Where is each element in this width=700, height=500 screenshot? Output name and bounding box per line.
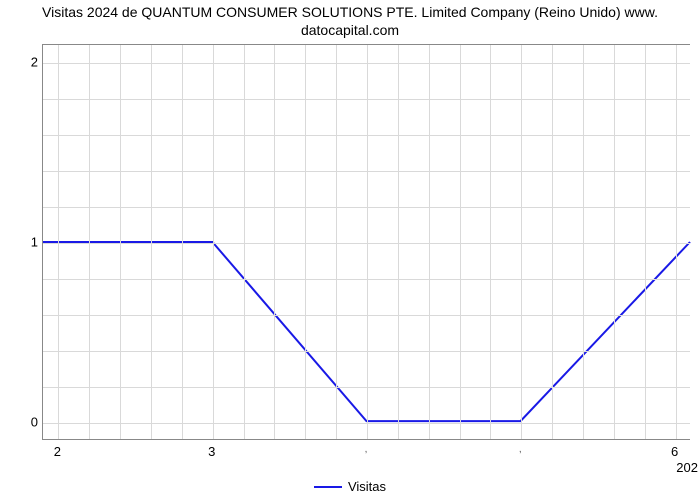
gridline-horizontal (43, 171, 690, 172)
gridline-vertical (89, 45, 90, 439)
x-tick-label: 2 (54, 444, 61, 459)
gridline-vertical (614, 45, 615, 439)
gridline-horizontal (43, 135, 690, 136)
x-tick-label: 6 (671, 444, 678, 459)
gridline-horizontal (43, 63, 690, 64)
gridline-vertical (274, 45, 275, 439)
y-tick-label: 0 (22, 415, 38, 430)
x-tick-label: 3 (208, 444, 215, 459)
gridline-vertical (336, 45, 337, 439)
y-tick-label: 2 (22, 55, 38, 70)
plot-area (42, 44, 690, 440)
y-tick-label: 1 (22, 235, 38, 250)
x-minor-tick: , (365, 444, 368, 455)
gridline-vertical (367, 45, 368, 439)
legend-swatch (314, 486, 342, 488)
gridline-vertical (398, 45, 399, 439)
gridline-vertical (645, 45, 646, 439)
gridline-vertical (552, 45, 553, 439)
gridline-vertical (244, 45, 245, 439)
gridline-horizontal (43, 279, 690, 280)
legend-label: Visitas (348, 479, 386, 494)
gridline-horizontal (43, 243, 690, 244)
gridline-vertical (182, 45, 183, 439)
gridline-horizontal (43, 387, 690, 388)
gridline-vertical (58, 45, 59, 439)
gridline-vertical (521, 45, 522, 439)
gridline-vertical (429, 45, 430, 439)
gridline-vertical (151, 45, 152, 439)
gridline-horizontal (43, 99, 690, 100)
chart-title: Visitas 2024 de QUANTUM CONSUMER SOLUTIO… (0, 4, 700, 39)
gridline-vertical (120, 45, 121, 439)
x-sublabel-right: 202 (676, 460, 698, 475)
chart-container: Visitas 2024 de QUANTUM CONSUMER SOLUTIO… (0, 0, 700, 500)
gridline-horizontal (43, 351, 690, 352)
gridline-vertical (213, 45, 214, 439)
gridline-horizontal (43, 207, 690, 208)
gridline-horizontal (43, 315, 690, 316)
x-minor-tick: , (519, 444, 522, 455)
legend: Visitas (0, 478, 700, 494)
gridline-horizontal (43, 423, 690, 424)
gridline-vertical (676, 45, 677, 439)
gridline-vertical (490, 45, 491, 439)
gridline-vertical (460, 45, 461, 439)
gridline-vertical (305, 45, 306, 439)
gridline-vertical (583, 45, 584, 439)
